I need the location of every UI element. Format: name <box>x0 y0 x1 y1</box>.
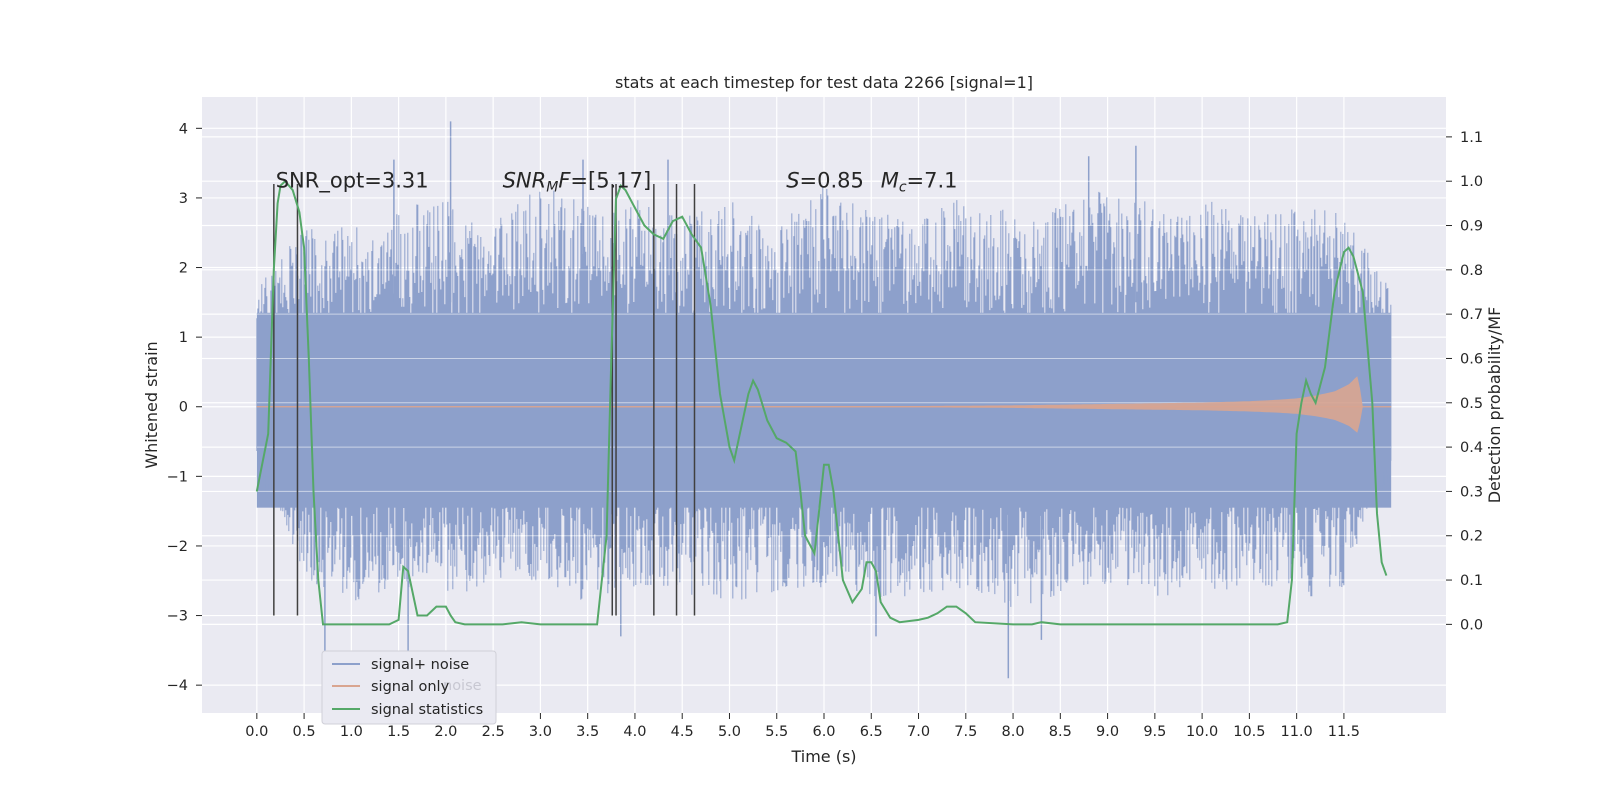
legend-label-noise: signal+ noise <box>371 657 469 673</box>
y-tick-label-right: 0.1 <box>1460 573 1483 589</box>
x-tick-label: 6.5 <box>860 724 883 740</box>
noise-trace <box>256 187 1392 607</box>
x-tick-label: 7.0 <box>907 724 930 740</box>
x-tick-label: 11.0 <box>1280 724 1312 740</box>
signal-only-trace <box>256 376 1363 433</box>
x-tick-label: 4.5 <box>671 724 694 740</box>
signal-statistics-line <box>255 179 1388 626</box>
annotation-snr-opt: SNR_opt=3.31 <box>276 168 429 193</box>
y-axis-label-left: Whitened strain <box>142 341 161 468</box>
y-tick-label-left: −4 <box>167 678 188 694</box>
x-axis-label: Time (s) <box>790 747 856 766</box>
x-tick-label: 11.5 <box>1328 724 1360 740</box>
y-tick-label-right: 0.4 <box>1460 440 1483 456</box>
x-tick-label: 2.5 <box>482 724 505 740</box>
chart-title: stats at each timestep for test data 226… <box>615 73 1033 92</box>
y-tick-label-right: 1.0 <box>1460 174 1483 190</box>
y-tick-label-right: 0.3 <box>1460 484 1483 500</box>
x-tick-label: 10.5 <box>1233 724 1265 740</box>
y-tick-label-left: 3 <box>179 191 188 207</box>
y-tick-label-right: 1.1 <box>1460 130 1483 146</box>
axes: 0.0 0.5 1.0 1.5 2.0 2.5 3.0 3.5 4.0 4.5 5.0 5.5 6.0 6… <box>167 121 1483 740</box>
legend-label-stats: signal statistics <box>371 702 483 718</box>
x-tick-label: 3.5 <box>576 724 599 740</box>
x-tick-label: 5.5 <box>765 724 788 740</box>
x-tick-label: 8.0 <box>1002 724 1025 740</box>
x-tick-label: 2.0 <box>434 724 457 740</box>
y-tick-label-right: 0.6 <box>1460 351 1483 367</box>
x-tick-label: 5.0 <box>718 724 741 740</box>
annotation-stat-s: S=0.85 <box>786 168 864 192</box>
y-tick-label-left: 2 <box>179 261 188 277</box>
x-tick-label: 0.0 <box>245 724 268 740</box>
x-tick-label: 8.5 <box>1049 724 1072 740</box>
annotation-snr-mf: SNRMF=[5.17] <box>503 168 652 195</box>
legend-box <box>321 650 497 725</box>
y-tick-label-left: −3 <box>167 609 188 625</box>
y-tick-label-right: 0.2 <box>1460 529 1483 545</box>
x-tick-label: 10.0 <box>1186 724 1218 740</box>
annotations: SNR_opt=3.31 SNRMF=[5.17] S=0.85 Mc=7.1 <box>276 168 958 195</box>
x-tick-label: 9.5 <box>1143 724 1166 740</box>
legend-ghost-text: noise <box>443 678 482 694</box>
y-tick-label-right: 0.7 <box>1460 307 1483 323</box>
y-axis-label-right: Detection probability/MF <box>1485 307 1504 504</box>
y-tick-label-left: 1 <box>179 330 188 346</box>
legend-label-signal: signal only <box>371 679 450 695</box>
y-tick-label-right: 0.0 <box>1460 617 1483 633</box>
annotation-mass: Mc=7.1 <box>881 168 958 195</box>
x-tick-label: 0.5 <box>293 724 316 740</box>
x-tick-label: 4.0 <box>623 724 646 740</box>
y-tick-label-left: 4 <box>179 121 188 137</box>
y-tick-label-left: 0 <box>179 400 188 416</box>
y-tick-label-left: −2 <box>167 539 188 555</box>
legend: noise signal+ noise signal only signal s… <box>321 650 497 725</box>
x-tick-label: 1.0 <box>340 724 363 740</box>
x-tick-label: 6.0 <box>812 724 835 740</box>
x-tick-label: 7.5 <box>954 724 977 740</box>
x-tick-label: 3.0 <box>529 724 552 740</box>
y-tick-label-right: 0.8 <box>1460 263 1483 279</box>
x-tick-label: 1.5 <box>387 724 410 740</box>
y-tick-label-left: −1 <box>167 469 188 485</box>
x-tick-label: 9.0 <box>1096 724 1119 740</box>
series-layer <box>255 121 1392 679</box>
y-tick-label-right: 0.5 <box>1460 396 1483 412</box>
y-tick-label-right: 0.9 <box>1460 219 1483 235</box>
